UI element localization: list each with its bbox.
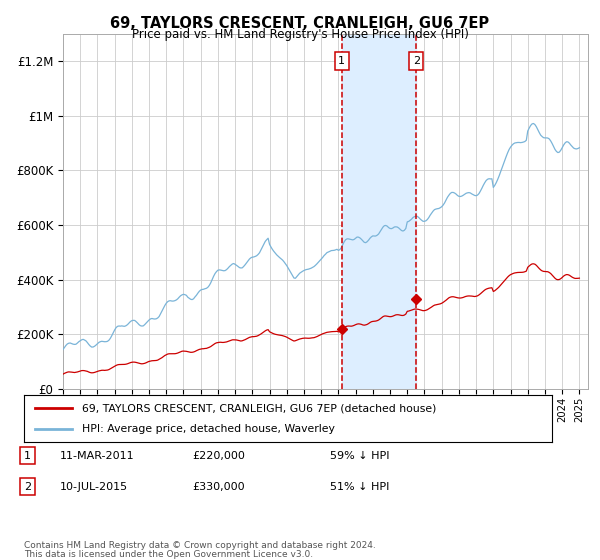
Text: 69, TAYLORS CRESCENT, CRANLEIGH, GU6 7EP (detached house): 69, TAYLORS CRESCENT, CRANLEIGH, GU6 7EP… xyxy=(82,403,436,413)
Text: Price paid vs. HM Land Registry's House Price Index (HPI): Price paid vs. HM Land Registry's House … xyxy=(131,28,469,41)
Text: HPI: Average price, detached house, Waverley: HPI: Average price, detached house, Wave… xyxy=(82,424,335,434)
Text: 69, TAYLORS CRESCENT, CRANLEIGH, GU6 7EP: 69, TAYLORS CRESCENT, CRANLEIGH, GU6 7EP xyxy=(110,16,490,31)
Text: 11-MAR-2011: 11-MAR-2011 xyxy=(60,451,134,461)
Text: 59% ↓ HPI: 59% ↓ HPI xyxy=(330,451,389,461)
Bar xyxy=(341,34,416,389)
Text: 2: 2 xyxy=(413,56,420,66)
Text: 1: 1 xyxy=(24,451,31,461)
Text: £220,000: £220,000 xyxy=(192,451,245,461)
Text: 51% ↓ HPI: 51% ↓ HPI xyxy=(330,482,389,492)
Text: Contains HM Land Registry data © Crown copyright and database right 2024.: Contains HM Land Registry data © Crown c… xyxy=(24,541,376,550)
Text: 1: 1 xyxy=(338,56,345,66)
Text: £330,000: £330,000 xyxy=(192,482,245,492)
Text: 10-JUL-2015: 10-JUL-2015 xyxy=(60,482,128,492)
Text: This data is licensed under the Open Government Licence v3.0.: This data is licensed under the Open Gov… xyxy=(24,550,313,559)
Text: 2: 2 xyxy=(24,482,31,492)
